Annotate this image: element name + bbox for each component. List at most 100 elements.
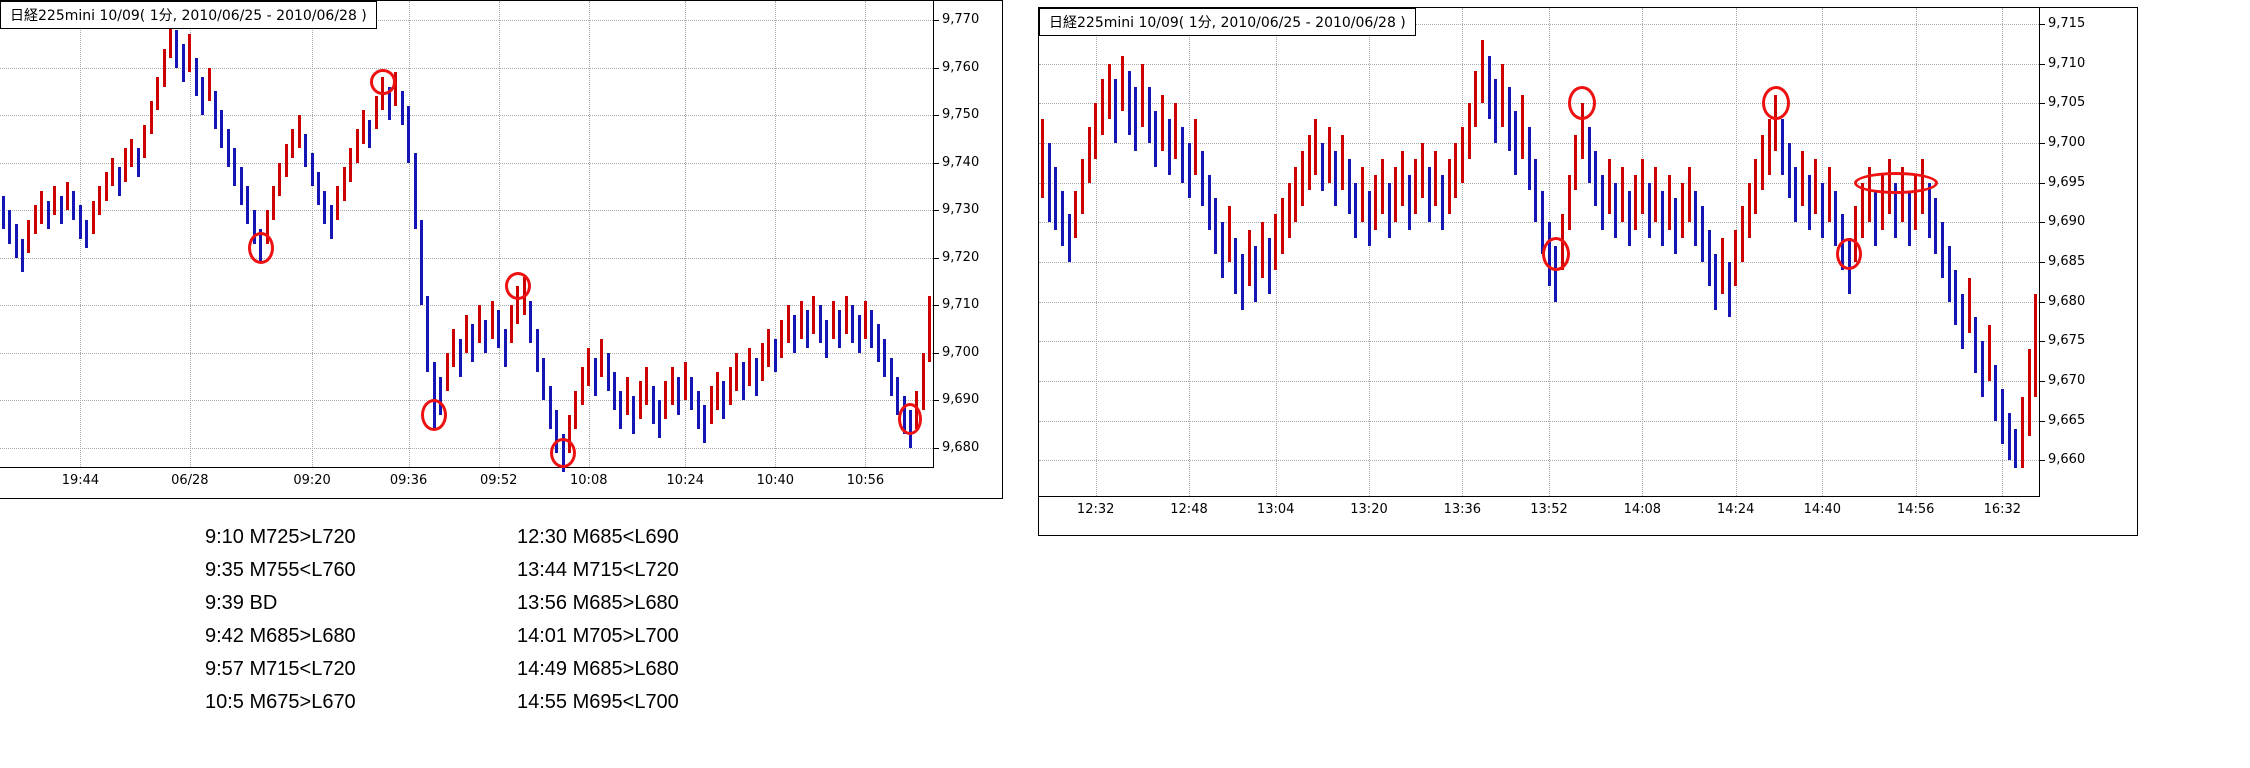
price-bar [66,181,70,211]
price-bar [497,310,501,349]
price-bar [1780,119,1784,175]
y-axis-label: 9,705 [2048,95,2086,111]
price-bar [1534,158,1538,223]
h-gridline [1039,23,2039,25]
h-gridline [0,400,933,402]
price-bar [1367,190,1371,247]
price-bar [516,286,520,325]
price-bar [542,357,546,401]
price-bar [14,224,18,258]
signal-entry: 9:57 M715<L720 [205,658,356,680]
price-bar [304,134,308,168]
price-bar [555,409,559,453]
price-bar [40,191,44,225]
price-bar [1060,190,1064,247]
price-bar [1074,190,1078,239]
price-bar [59,195,63,225]
price-bar [619,390,623,429]
y-axis-tick [933,115,939,117]
h-gridline [0,257,933,259]
x-axis-label: 19:44 [61,473,100,488]
price-bar [600,338,604,377]
price-bar [1420,142,1424,199]
y-axis-tick [933,352,939,354]
price-bar [2027,349,2031,437]
price-bar [863,300,867,339]
price-bar [1720,238,1724,294]
price-bar [574,390,578,429]
price-bar [1040,119,1044,199]
price-bar [271,186,275,220]
price-bar [445,352,449,391]
price-bar [580,367,584,406]
price-bar [831,300,835,339]
price-bar [1187,142,1191,199]
x-axis-label: 09:52 [479,473,518,488]
price-bar [162,48,166,87]
price-bar [1140,63,1144,127]
price-bar [349,148,353,182]
price-bar [175,29,179,68]
signal-circle-annotation [1568,86,1597,121]
v-gridline [865,1,867,467]
price-bar [117,167,121,196]
h-gridline [0,115,933,117]
price-bar [1700,206,1704,262]
price-bar [1627,190,1631,247]
price-bar [1867,166,1871,223]
price-bar [1794,166,1798,223]
price-bar [1647,182,1651,239]
y-axis-tick [2039,23,2045,25]
price-bar [1774,95,1778,151]
price-bar [844,295,848,334]
price-bar [278,162,282,196]
v-gridline [189,1,191,467]
price-bar [529,300,533,344]
price-bar [677,376,681,415]
price-bar [1954,269,1958,326]
v-gridline [1822,8,1824,496]
x-axis-label: 10:56 [846,473,885,488]
price-bar [98,186,102,215]
h-gridline [0,305,933,307]
price-bar [548,386,552,429]
price-bar [793,314,797,353]
x-axis-label: 14:56 [1896,502,1935,517]
y-axis-label: 9,660 [2048,452,2086,468]
price-bar [201,77,205,116]
price-bar [1934,198,1938,254]
x-axis-label: 10:24 [666,473,704,488]
price-bar [1147,87,1151,143]
v-gridline [588,1,590,467]
price-bar [1480,39,1484,104]
v-gridline [1642,8,1644,496]
price-bar [1834,190,1838,247]
signal-column-morning: 9:10 M725>L720 9:35 M755<L760 9:39 BD 9:42 … [205,521,356,719]
price-bar [169,20,172,59]
price-bar [21,238,25,273]
y-axis-label: 9,760 [942,59,980,75]
price-bar [471,324,475,363]
x-axis-label: 14:40 [1803,502,1842,517]
price-bar [387,86,391,120]
price-bar [33,205,37,234]
y-axis-tick [933,305,939,307]
price-bar [1654,166,1658,223]
y-axis-tick [2039,142,2045,144]
v-gridline [1369,8,1370,496]
price-bar [1047,142,1051,223]
price-bar [1740,206,1744,262]
price-bar [1874,190,1878,247]
price-bar [1220,222,1224,278]
price-bar [439,376,443,415]
price-bar [503,329,507,368]
signal-circle-annotation [504,272,531,301]
price-bar [2020,396,2024,469]
price-bar [651,386,655,425]
price-bar [284,143,288,177]
y-axis-label: 9,730 [942,202,980,218]
price-bar [484,319,488,353]
y-axis-label: 9,720 [942,249,980,265]
y-axis-tick [933,20,939,22]
price-bar [368,119,372,149]
